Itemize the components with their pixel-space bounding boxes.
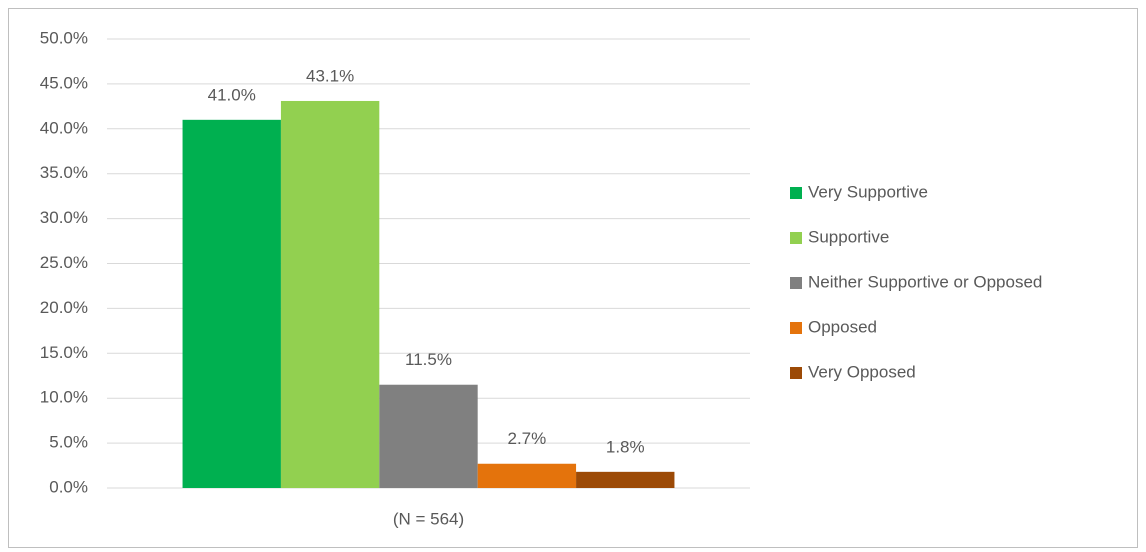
- bar: [477, 463, 577, 488]
- legend-swatch: [790, 232, 802, 244]
- bar: [379, 384, 478, 488]
- data-label: 2.7%: [508, 429, 547, 448]
- bar: [576, 471, 675, 488]
- y-tick-label: 25.0%: [40, 253, 88, 272]
- legend-label: Opposed: [808, 317, 877, 336]
- legend-label: Supportive: [808, 227, 889, 246]
- y-tick-label: 20.0%: [40, 298, 88, 317]
- legend-swatch: [790, 277, 802, 289]
- legend-swatch: [790, 187, 802, 199]
- data-label: 41.0%: [208, 85, 256, 104]
- y-tick-label: 5.0%: [49, 433, 88, 452]
- bar: [182, 119, 281, 488]
- legend-label: Very Opposed: [808, 362, 916, 381]
- y-tick-label: 0.0%: [49, 477, 88, 496]
- x-tick-label: (N = 564): [393, 509, 464, 528]
- y-tick-label: 30.0%: [40, 208, 88, 227]
- legend-swatch: [790, 322, 802, 334]
- data-label: 43.1%: [306, 66, 354, 85]
- legend-label: Neither Supportive or Opposed: [808, 272, 1042, 291]
- y-tick-label: 50.0%: [40, 28, 88, 47]
- data-label: 1.8%: [606, 437, 645, 456]
- y-tick-label: 15.0%: [40, 343, 88, 362]
- y-tick-label: 10.0%: [40, 388, 88, 407]
- data-label: 11.5%: [405, 350, 452, 369]
- y-tick-label: 45.0%: [40, 73, 88, 92]
- y-tick-label: 40.0%: [40, 118, 88, 137]
- y-tick-label: 35.0%: [40, 163, 88, 182]
- legend-label: Very Supportive: [808, 182, 928, 201]
- bar: [280, 100, 380, 488]
- legend-swatch: [790, 367, 802, 379]
